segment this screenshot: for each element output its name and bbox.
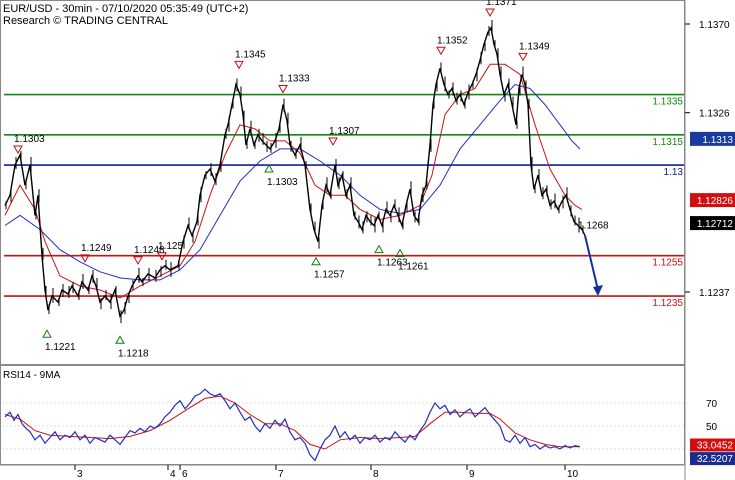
rsi-level-label: 50 [706, 422, 718, 433]
price-tag-bg [690, 193, 735, 208]
rsi-line [4, 388, 581, 462]
swing-high-marker [328, 137, 338, 146]
swing-high-marker [157, 252, 167, 261]
x-tick-label: 6 [182, 469, 188, 480]
price-tag-label: 1.1313 [702, 135, 733, 146]
swing-high-label: 1.1333 [279, 74, 310, 85]
swing-high-marker [234, 60, 244, 70]
ma-fast-line [4, 63, 583, 299]
x-tick-label: 4 [170, 469, 176, 480]
swing-low-label: 1.1303 [267, 177, 298, 188]
price-axis: 1.1370 1.1326 1.1237 [685, 20, 730, 299]
swing-high-label: 1.1249 [81, 243, 112, 254]
price-line [4, 26, 586, 319]
level-label: 1.1255 [652, 258, 683, 269]
time-axis: 3 4 6 7 8 9 10 [74, 465, 579, 480]
price-tags: 1.1313 1.12826 1.12712 [690, 131, 735, 231]
x-tick-label: 7 [278, 469, 284, 480]
swing-high-label: 1.1345 [235, 49, 266, 60]
swing-high-marker [133, 256, 143, 265]
price-pane-frame [0, 0, 685, 365]
rsi-tag-red-label: 33.0452 [697, 440, 734, 451]
ma-slow-line [4, 83, 581, 281]
swing-low-label: 1.1221 [45, 342, 76, 353]
price-tag-bg [690, 216, 735, 231]
rsi-pane-frame [0, 365, 685, 465]
level-label: 1.1315 [652, 137, 683, 148]
swing-low-marker [264, 163, 274, 173]
rsi-pane: 70 50 33.0452 32.5207 [2, 388, 735, 466]
level-label: 1.1335 [652, 97, 683, 108]
chart-subtitle: Research © TRADING CENTRAL [3, 15, 168, 27]
rsi-level-label: 70 [706, 399, 718, 410]
swing-high-label: 1.1349 [519, 41, 550, 52]
swing-high-marker [518, 52, 528, 62]
swing-high-marker [80, 254, 90, 263]
x-tick-label: 10 [567, 469, 579, 480]
moving-averages [4, 63, 583, 299]
swing-high-marker [485, 8, 495, 17]
swing-high-label: 1.1307 [329, 126, 360, 137]
forecast-arrow-shaft [584, 235, 599, 291]
price-tag-bg [690, 131, 735, 146]
swing-low-marker [115, 335, 125, 344]
rsi-ma-line [4, 395, 580, 450]
rsi-label: RSI14 - 9MA [3, 370, 61, 381]
chart-title: EUR/USD - 30min - 07/10/2020 05:35:49 (U… [3, 3, 248, 15]
price-tag-label: 1.12826 [697, 196, 734, 207]
swing-low-label: 1.1263 [377, 258, 408, 269]
swing-high-label: 1.1248 [134, 245, 165, 256]
swing-high-marker [13, 145, 23, 155]
swing-low-marker [395, 248, 405, 258]
swing-high-label: 1.1303 [14, 134, 45, 145]
y-tick-label: 1.1237 [699, 288, 730, 299]
x-tick-label: 8 [373, 469, 379, 480]
swing-low-marker [42, 329, 52, 338]
forecast-arrowhead [593, 285, 603, 297]
price-series [4, 20, 603, 324]
price-tag-label: 1.12712 [697, 219, 734, 230]
y-tick-label: 1.1370 [699, 20, 730, 31]
level-label: 1.13 [664, 167, 684, 178]
swing-low-marker [311, 256, 321, 266]
price-levels: 1.1335 1.1315 1.13 1.1255 1.1235 [4, 93, 684, 309]
swing-high-label: 1.125 [158, 241, 183, 252]
swing-high-marker [278, 85, 288, 94]
rsi-tag-blue-label: 32.5207 [697, 454, 734, 465]
level-label: 1.1235 [652, 298, 683, 309]
swing-low-label: 1.1218 [118, 348, 149, 359]
x-tick-label: 9 [469, 469, 475, 480]
swing-low-marker [374, 244, 384, 254]
swing-high-marker [436, 46, 446, 56]
swing-high-label: 1.1371 [486, 0, 517, 8]
rsi-tag-blue-bg [690, 452, 735, 466]
swing-low-label: 1.1261 [398, 262, 429, 273]
rsi-tag-red-bg [690, 438, 735, 452]
x-tick-label: 3 [77, 469, 83, 480]
swing-high-label: 1.1352 [437, 35, 468, 46]
y-tick-label: 1.1326 [699, 109, 730, 120]
swing-low-label: 1.1257 [314, 270, 345, 281]
price-label: 1.1268 [578, 221, 609, 232]
